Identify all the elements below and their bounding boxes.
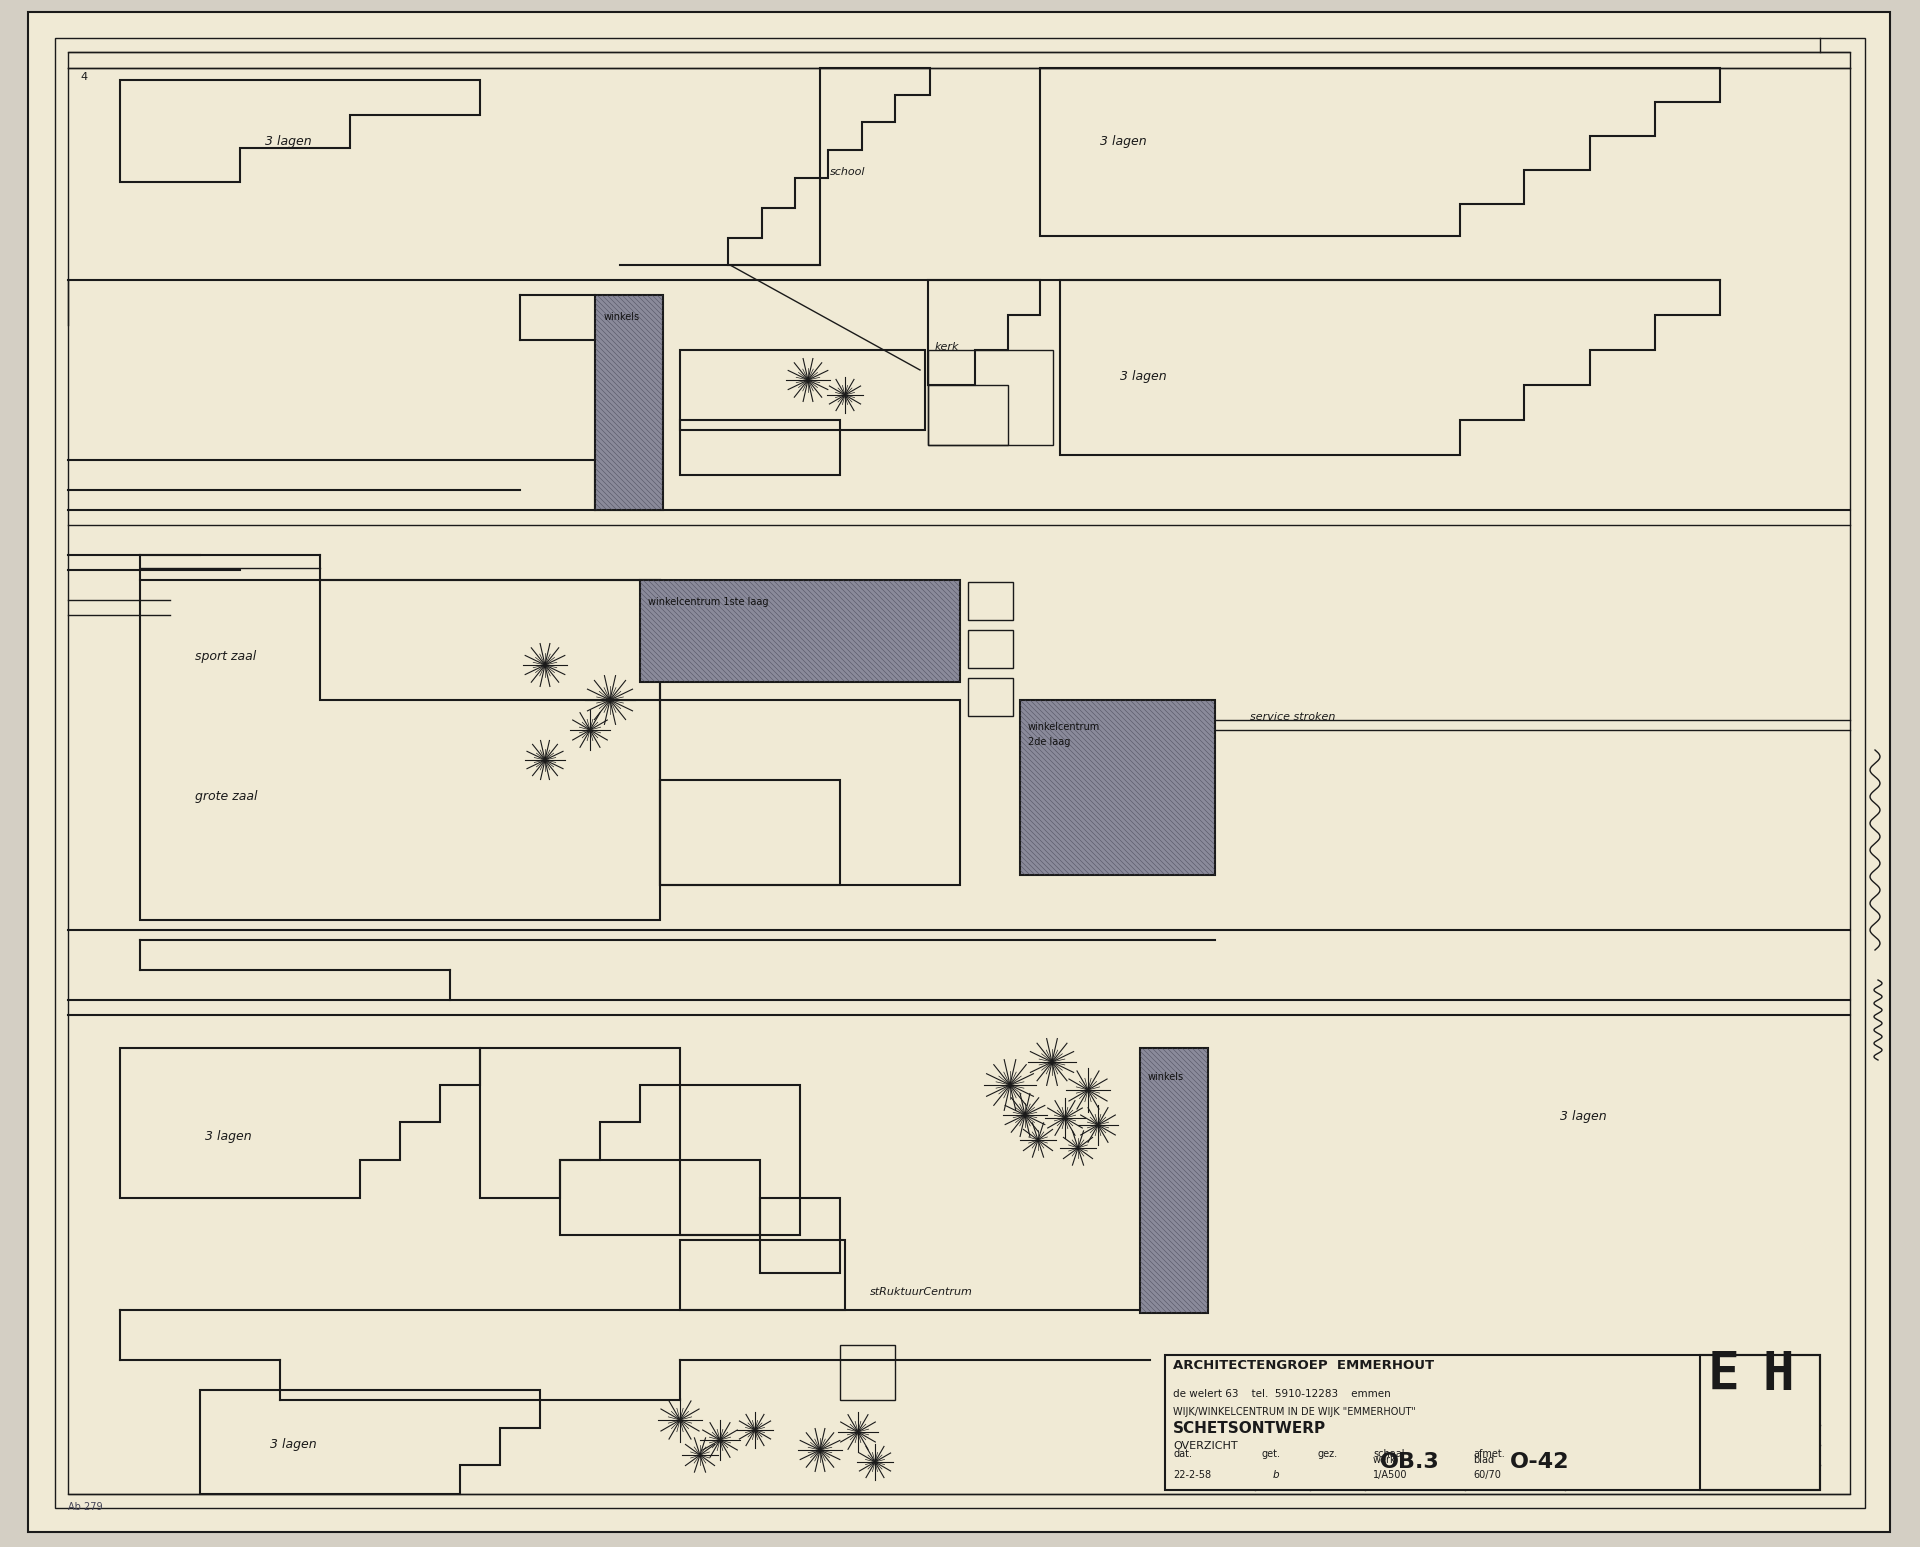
- Text: 60/70: 60/70: [1473, 1470, 1501, 1480]
- Bar: [561, 1160, 760, 1235]
- Text: afmet.: afmet.: [1473, 1450, 1505, 1459]
- Text: 3 lagen: 3 lagen: [265, 135, 311, 149]
- Text: schaal: schaal: [1373, 1450, 1405, 1459]
- Text: school: school: [829, 167, 866, 176]
- Text: Ab 279: Ab 279: [67, 1502, 102, 1511]
- Bar: [1140, 1047, 1208, 1313]
- Text: SCHETSONTWERP: SCHETSONTWERP: [1173, 1422, 1327, 1436]
- Text: 3 lagen: 3 lagen: [205, 1129, 252, 1143]
- Text: kerk: kerk: [935, 342, 960, 353]
- Text: werk: werk: [1373, 1456, 1396, 1465]
- Text: get.: get.: [1261, 1450, 1281, 1459]
- Text: service stroken: service stroken: [1250, 712, 1336, 722]
- Bar: [680, 1241, 845, 1310]
- Text: gez.: gez.: [1317, 1450, 1336, 1459]
- Bar: [927, 385, 1008, 446]
- Text: dat.: dat.: [1173, 1450, 1192, 1459]
- Text: 1/A500: 1/A500: [1373, 1470, 1407, 1480]
- Text: b: b: [1273, 1470, 1279, 1480]
- Bar: [595, 295, 662, 511]
- Text: 3 lagen: 3 lagen: [1559, 1111, 1607, 1123]
- Text: de welert 63    tel.  5910-12283    emmen: de welert 63 tel. 5910-12283 emmen: [1173, 1389, 1390, 1398]
- Text: 22-2-58: 22-2-58: [1173, 1470, 1212, 1480]
- Text: 3 lagen: 3 lagen: [1100, 135, 1146, 149]
- Text: O-42: O-42: [1509, 1453, 1569, 1473]
- Text: winkelcentrum 1ste laag: winkelcentrum 1ste laag: [649, 597, 768, 606]
- Bar: [660, 699, 960, 885]
- Bar: [760, 1197, 841, 1273]
- Bar: [841, 1344, 895, 1400]
- Text: winkelcentrum: winkelcentrum: [1027, 722, 1100, 732]
- Bar: [680, 350, 925, 430]
- Text: 3 lagen: 3 lagen: [1119, 370, 1167, 384]
- Text: 3 lagen: 3 lagen: [271, 1439, 317, 1451]
- Text: 2de laag: 2de laag: [1027, 736, 1069, 747]
- Text: H: H: [1763, 1349, 1793, 1402]
- Bar: [321, 580, 660, 699]
- Text: OVERZICHT: OVERZICHT: [1173, 1440, 1238, 1451]
- Bar: [1165, 1355, 1820, 1490]
- Bar: [968, 582, 1014, 620]
- Text: E: E: [1709, 1349, 1740, 1402]
- Bar: [1699, 1355, 1820, 1490]
- Text: grote zaal: grote zaal: [196, 791, 257, 803]
- Bar: [639, 580, 960, 682]
- Text: winkels: winkels: [1148, 1072, 1185, 1081]
- Bar: [968, 630, 1014, 668]
- Bar: [927, 350, 1052, 446]
- Text: ARCHITECTENGROEP  EMMERHOUT: ARCHITECTENGROEP EMMERHOUT: [1173, 1358, 1434, 1372]
- Text: stRuktuurCentrum: stRuktuurCentrum: [870, 1287, 973, 1296]
- Text: OB.3: OB.3: [1380, 1453, 1440, 1473]
- Text: blad: blad: [1473, 1456, 1494, 1465]
- Text: 4: 4: [81, 73, 86, 82]
- Text: WIJK/WINKELCENTRUM IN DE WIJK "EMMERHOUT": WIJK/WINKELCENTRUM IN DE WIJK "EMMERHOUT…: [1173, 1408, 1415, 1417]
- Bar: [680, 1084, 801, 1235]
- Bar: [680, 419, 841, 475]
- Bar: [968, 678, 1014, 716]
- Bar: [660, 780, 841, 885]
- Text: winkels: winkels: [605, 312, 639, 322]
- Text: sport zaal: sport zaal: [196, 650, 255, 664]
- Bar: [140, 580, 660, 920]
- Bar: [1020, 699, 1215, 876]
